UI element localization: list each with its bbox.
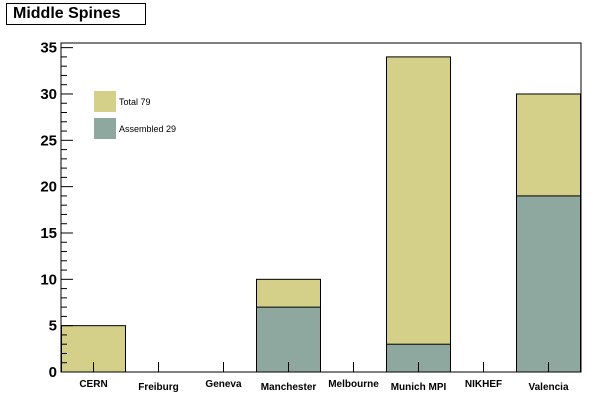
legend-label-total: Total 79 (119, 97, 151, 107)
x-tick-label: Manchester (261, 382, 317, 393)
legend-swatch-assembled (94, 118, 116, 139)
x-tick-label: Valencia (528, 382, 568, 393)
y-tick-label: 30 (40, 86, 57, 103)
y-tick-label: 15 (40, 225, 57, 242)
y-tick-label: 35 (40, 40, 57, 57)
x-tick-label: Munich MPI (391, 382, 447, 393)
x-tick-label: CERN (79, 379, 107, 390)
x-tick-label: Freiburg (138, 382, 179, 393)
legend-swatch-total (94, 91, 116, 112)
y-tick-label: 0 (49, 364, 57, 381)
legend-label-assembled: Assembled 29 (119, 124, 176, 134)
x-tick-label: Geneva (205, 379, 242, 390)
x-tick-label: NIKHEF (465, 379, 502, 390)
y-tick-label: 10 (40, 271, 57, 288)
x-tick-label: Melbourne (328, 379, 379, 390)
plot-frame (60, 42, 582, 373)
chart-title: Middle Spines (6, 3, 146, 25)
bar-total-munich-mpi (386, 56, 451, 373)
y-tick-label: 25 (40, 132, 57, 149)
bar-assembled-valencia (516, 195, 581, 373)
y-tick-label: 5 (49, 318, 57, 335)
y-tick-label: 20 (40, 179, 57, 196)
